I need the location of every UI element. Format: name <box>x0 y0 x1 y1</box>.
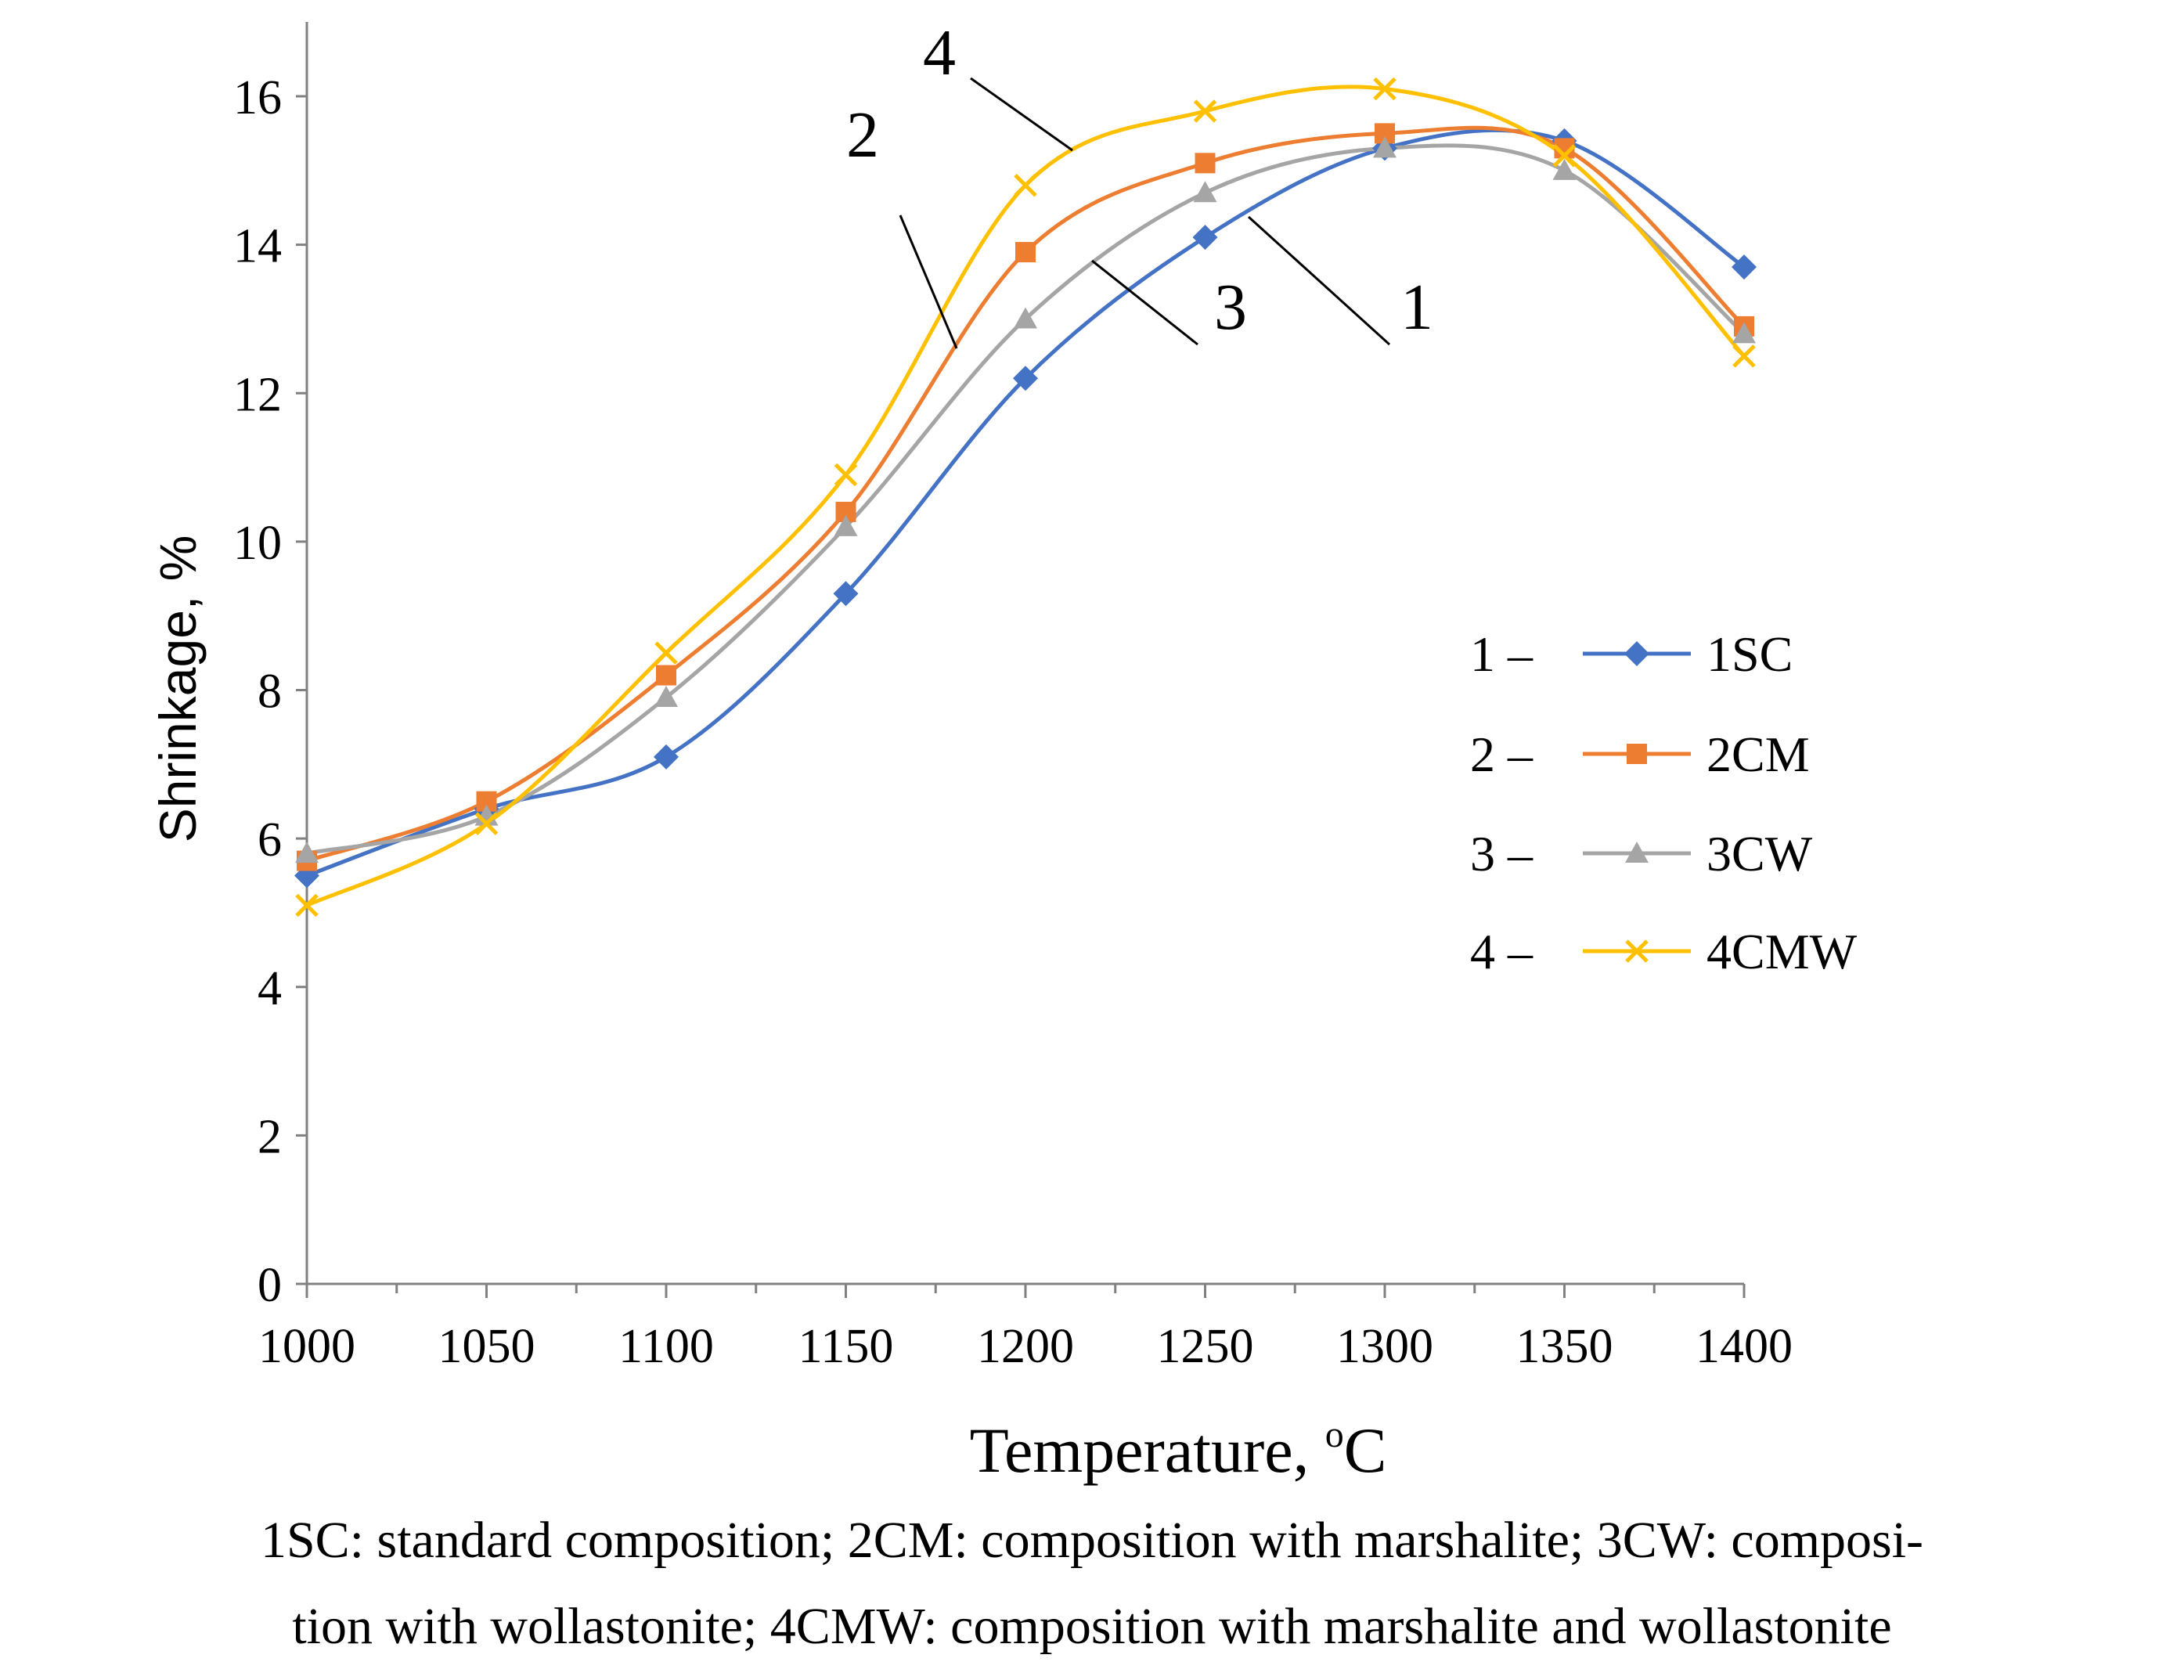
legend-label: 1SC <box>1706 626 1793 682</box>
data-point-4CMW <box>1552 144 1577 168</box>
x-axis-label-text: Temperature, <box>970 1415 1325 1486</box>
data-point-1SC <box>833 581 859 607</box>
y-tick-label: 16 <box>233 71 282 124</box>
legend-marker <box>1624 641 1649 666</box>
marker-stroke <box>654 641 678 665</box>
x-tick-label: 1200 <box>977 1320 1074 1373</box>
data-point-3CW <box>1014 307 1037 329</box>
y-tick-label: 12 <box>233 368 282 421</box>
marker-stroke <box>1625 939 1649 963</box>
data-point-2CM <box>1195 153 1216 174</box>
data-point-3CW <box>1193 181 1217 203</box>
callout-leader-4 <box>970 77 1073 152</box>
data-point-4CMW <box>474 812 499 835</box>
data-point-1SC <box>1013 366 1038 391</box>
legend: 1 – 1SC 2 – 2CM 3 – 3CW 4 – 4CMW <box>1470 626 1858 979</box>
callout-label-4: 4 <box>923 16 956 89</box>
legend-number: 3 – <box>1470 826 1533 881</box>
marker-stroke <box>295 893 319 918</box>
x-axis-label-degree: o <box>1325 1414 1344 1455</box>
x-tick-label: 1100 <box>618 1320 714 1373</box>
data-point-4CMW <box>834 463 858 487</box>
x-tick-label: 1050 <box>438 1320 535 1373</box>
data-point-4CMW <box>1014 174 1037 197</box>
marker-stroke <box>834 463 858 487</box>
legend-label: 3CW <box>1706 826 1813 881</box>
data-point-1SC <box>1192 225 1218 251</box>
legend-number: 1 – <box>1470 626 1533 682</box>
marker-stroke <box>474 812 499 835</box>
marker-stroke <box>1014 174 1037 197</box>
marker-stroke <box>1373 77 1397 101</box>
data-point-3CW <box>1373 136 1397 158</box>
data-point-1SC <box>654 744 679 770</box>
data-point-4CMW <box>1193 99 1217 123</box>
x-axis-label-unit: C <box>1344 1415 1387 1486</box>
figure-caption-line-2: tion with wollastonite; 4CMW: compositio… <box>292 1598 1892 1655</box>
y-tick-label: 10 <box>233 517 282 570</box>
data-point-4CMW <box>1373 77 1397 101</box>
callout-label-1: 1 <box>1400 271 1433 344</box>
y-axis-label: Shrinkage, % <box>149 535 207 843</box>
callout-leader-2 <box>899 215 958 349</box>
legend-entry-2CM: 2 – 2CM <box>1470 726 1810 782</box>
data-point-3CW <box>295 842 319 863</box>
legend-label: 4CMW <box>1706 924 1858 979</box>
series-markers <box>294 77 1757 918</box>
callout-label-3: 3 <box>1214 271 1247 344</box>
data-point-4CMW <box>1732 344 1756 368</box>
data-point-4CMW <box>654 641 678 665</box>
figure-caption-line-1: 1SC: standard composition; 2CM: composit… <box>260 1512 1924 1569</box>
y-tick-label: 14 <box>233 220 282 273</box>
x-tick-label: 1150 <box>798 1320 894 1373</box>
x-axis-label: Temperature, oC <box>970 1414 1387 1486</box>
legend-marker <box>1625 939 1649 963</box>
legend-entry-4CMW: 4 – 4CMW <box>1470 924 1858 979</box>
y-tick-label: 8 <box>258 665 282 719</box>
legend-marker <box>1627 744 1647 764</box>
series-lines <box>305 85 1746 907</box>
x-tick-label: 1350 <box>1516 1320 1613 1373</box>
callout-leader-3 <box>1091 259 1198 346</box>
callout-label-2: 2 <box>846 99 879 171</box>
x-tick-label: 1300 <box>1336 1320 1433 1373</box>
data-point-4CMW <box>295 893 319 918</box>
y-tick-label: 4 <box>258 962 282 1015</box>
legend-entry-3CW: 3 – 3CW <box>1470 826 1813 881</box>
legend-marker <box>1625 842 1649 863</box>
x-tick-label: 1000 <box>258 1320 355 1373</box>
callout-leader-1 <box>1247 215 1391 346</box>
data-point-3CW <box>654 685 678 707</box>
x-tick-label: 1400 <box>1696 1320 1793 1373</box>
data-point-3CW <box>1732 322 1756 344</box>
marker-stroke <box>1193 99 1217 123</box>
data-point-3CW <box>1552 158 1577 180</box>
legend-number: 4 – <box>1470 924 1533 979</box>
marker-stroke <box>1732 344 1756 368</box>
data-point-1SC <box>1732 254 1757 280</box>
marker-stroke <box>1552 144 1577 168</box>
y-tick-label: 2 <box>258 1110 282 1163</box>
legend-entry-1SC: 1 – 1SC <box>1470 626 1793 682</box>
y-tick-label: 0 <box>258 1259 282 1312</box>
series-callouts: 42 3 1 <box>846 16 1433 349</box>
x-tick-label: 1250 <box>1157 1320 1254 1373</box>
legend-number: 2 – <box>1470 726 1533 782</box>
legend-label: 2CM <box>1706 726 1810 782</box>
y-tick-label: 6 <box>258 813 282 867</box>
data-point-3CW <box>834 514 858 536</box>
data-point-2CM <box>1015 242 1036 263</box>
data-point-2CM <box>656 665 676 686</box>
series-line-4CMW <box>305 85 1746 907</box>
